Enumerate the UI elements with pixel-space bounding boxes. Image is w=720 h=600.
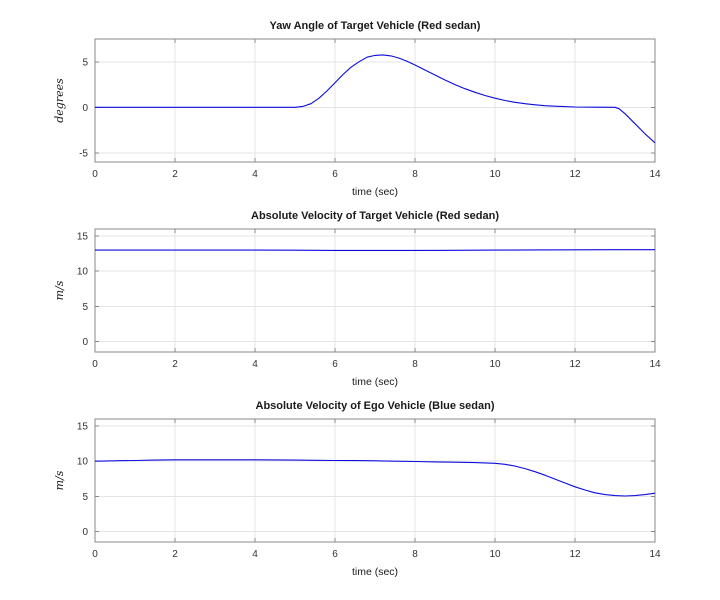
y-tick-label: -5: [79, 148, 88, 159]
x-tick-label: 10: [489, 549, 501, 560]
y-axis-label: m/s: [53, 280, 66, 300]
y-tick-label: 5: [82, 57, 88, 68]
chart-title: Absolute Velocity of Ego Vehicle (Blue s…: [256, 400, 495, 412]
x-tick-label: 12: [569, 359, 581, 370]
x-tick-label: 10: [489, 169, 501, 180]
chart-absolute-velocity-ego-vehicle: 0 2 4 6 8 10 12 14 0 5 10 15 Absolute Velocity of Eg…: [0, 394, 720, 584]
x-tick-label: 12: [569, 169, 581, 180]
x-tick-label: 14: [649, 549, 661, 560]
series-line-ego-velocity: [94, 459, 656, 497]
chart-absolute-velocity-target-vehicle: 0 2 4 6 8 10 12 14 0 5 10 15 Absolute Velocity of Ta…: [0, 204, 720, 394]
x-tick-label: 0: [92, 169, 98, 180]
x-tick-label: 8: [412, 359, 418, 370]
series-line-target-velocity: [95, 249, 655, 251]
chart-title: Absolute Velocity of Target Vehicle (Red…: [251, 210, 499, 222]
x-tick-label: 0: [92, 359, 98, 370]
x-tick-label: 14: [649, 359, 661, 370]
chart-canvas: 0 2 4 6 8 10 12 14 -5 0 5 Yaw Angle of Target Vehic…: [53, 20, 661, 198]
y-tick-label: 5: [82, 302, 88, 313]
x-tick-label: 8: [412, 169, 418, 180]
x-axis-label: time (sec): [352, 566, 398, 578]
axes-box: [94, 228, 656, 353]
x-axis-label: time (sec): [352, 186, 398, 198]
chart-canvas: 0 2 4 6 8 10 12 14 0 5 10 15 Absolute Velocity of Ta…: [53, 210, 661, 388]
chart-yaw-angle-target-vehicle: 0 2 4 6 8 10 12 14 -5 0 5 Yaw Angle of Target Vehic…: [0, 14, 720, 204]
x-tick-label: 6: [332, 359, 338, 370]
chart-title: Yaw Angle of Target Vehicle (Red sedan): [270, 20, 481, 32]
series-line-yaw-angle: [95, 54, 656, 144]
y-tick-label: 5: [82, 492, 88, 503]
y-tick-label: 10: [77, 457, 89, 468]
y-tick-label: 0: [82, 103, 88, 114]
x-tick-label: 6: [332, 549, 338, 560]
x-axis-label: time (sec): [352, 376, 398, 388]
x-tick-label: 4: [252, 359, 258, 370]
chart-canvas: 0 2 4 6 8 10 12 14 0 5 10 15 Absolute Velocity of Eg…: [53, 400, 661, 578]
x-tick-label: 14: [649, 169, 661, 180]
y-tick-label: 10: [77, 267, 89, 278]
y-tick-label: 15: [77, 232, 89, 243]
y-tick-label: 0: [82, 527, 88, 538]
y-axis-label: degrees: [53, 78, 66, 123]
x-tick-label: 12: [569, 549, 581, 560]
x-tick-label: 0: [92, 549, 98, 560]
y-axis-label: m/s: [53, 470, 66, 490]
x-tick-label: 4: [252, 549, 258, 560]
x-tick-label: 4: [252, 169, 258, 180]
x-tick-label: 2: [172, 549, 178, 560]
y-tick-label: 15: [77, 422, 89, 433]
axes-box: [94, 38, 656, 163]
x-tick-label: 10: [489, 359, 501, 370]
y-tick-label: 0: [82, 337, 88, 348]
x-tick-label: 8: [412, 549, 418, 560]
x-tick-label: 2: [172, 169, 178, 180]
x-tick-label: 6: [332, 169, 338, 180]
x-tick-label: 2: [172, 359, 178, 370]
axes-box: [94, 418, 656, 543]
